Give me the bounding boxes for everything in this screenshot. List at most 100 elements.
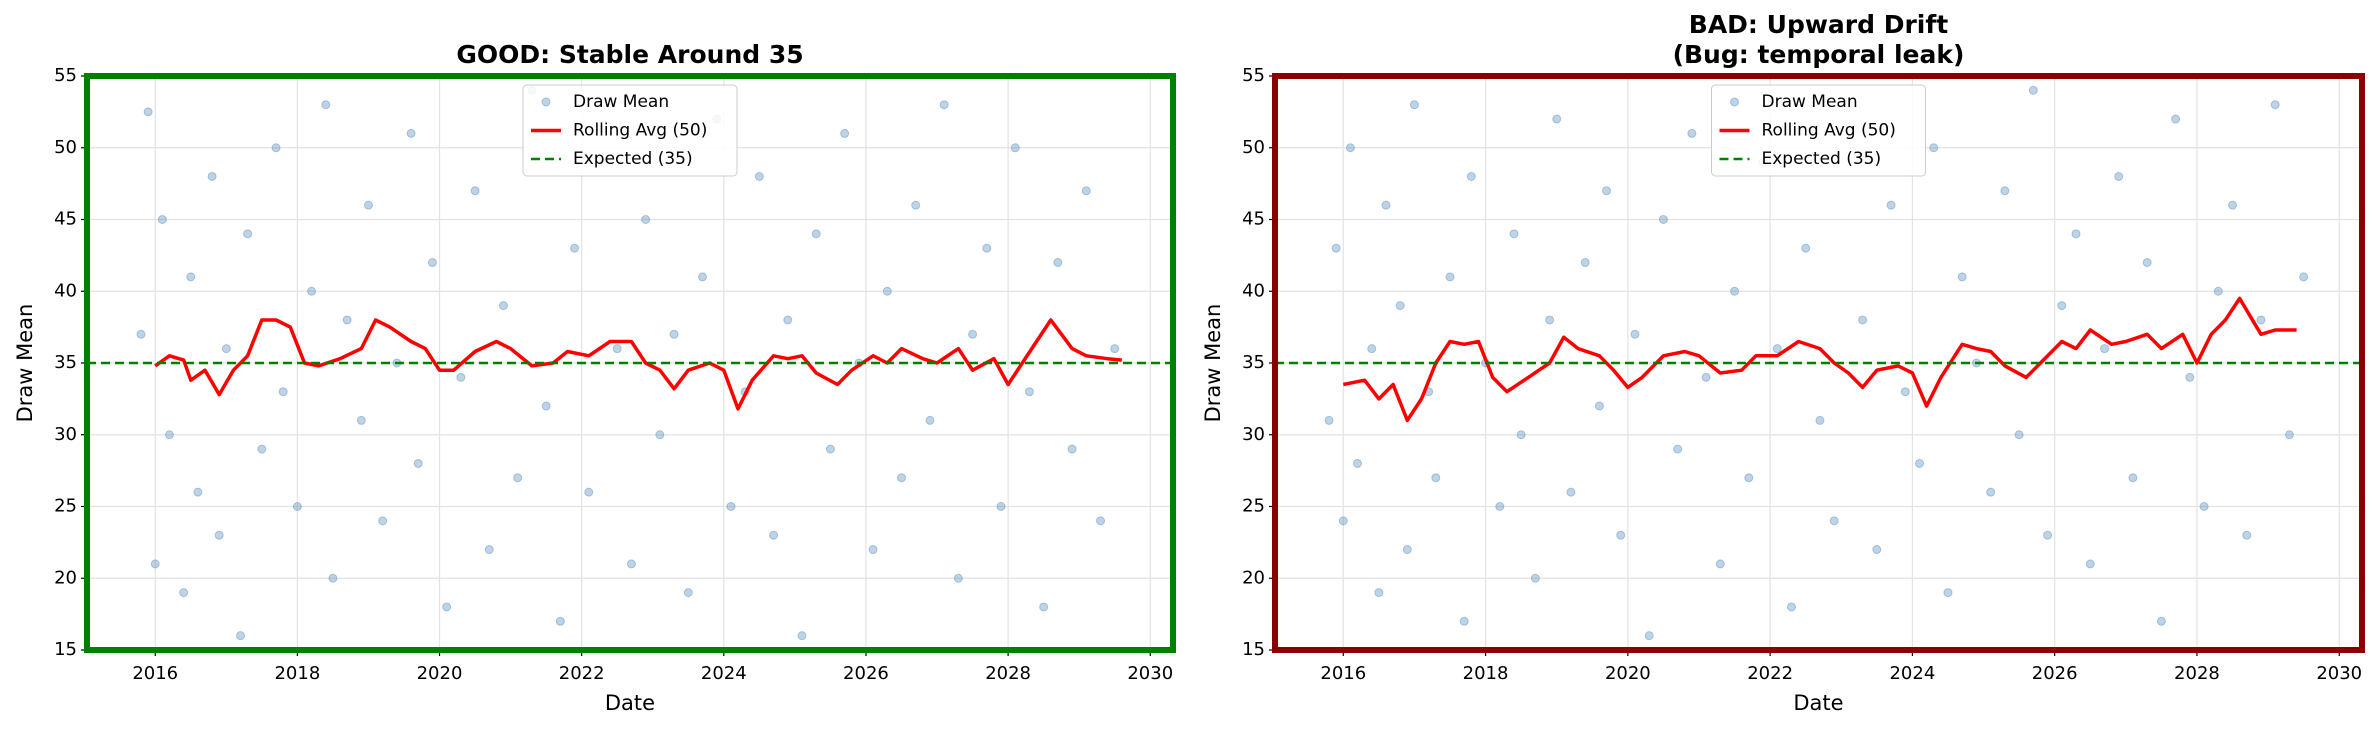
scatter-point xyxy=(1552,114,1562,124)
scatter-point xyxy=(911,200,921,210)
scatter-point xyxy=(1915,458,1925,468)
scatter-point xyxy=(1010,143,1020,153)
y-tick-label: 30 xyxy=(54,424,77,445)
scatter-point xyxy=(1744,473,1754,483)
scatter-point xyxy=(243,229,253,239)
scatter-point xyxy=(1039,602,1049,612)
legend-label: Draw Mean xyxy=(573,92,669,112)
y-tick-label: 20 xyxy=(1242,567,1265,588)
scatter-point xyxy=(456,372,466,382)
scatter-point xyxy=(541,401,551,411)
y-tick-label: 40 xyxy=(54,280,77,301)
scatter-point xyxy=(513,473,523,483)
chart-title: GOOD: Stable Around 35 xyxy=(456,40,803,69)
scatter-point xyxy=(1110,344,1120,354)
legend-marker xyxy=(1730,97,1739,107)
scatter-point xyxy=(726,502,736,511)
scatter-point xyxy=(1081,186,1091,196)
scatter-point xyxy=(641,215,651,224)
scatter-point xyxy=(1509,229,1519,239)
scatter-point xyxy=(754,171,764,181)
x-axis-label: Date xyxy=(1793,691,1843,715)
scatter-point xyxy=(939,100,949,110)
y-tick-label: 20 xyxy=(54,567,77,588)
scatter-point xyxy=(2099,344,2109,354)
scatter-point xyxy=(1630,329,1640,339)
scatter-point xyxy=(1886,200,1896,210)
scatter-point xyxy=(2256,315,2266,325)
scatter-point xyxy=(2156,616,2166,626)
scatter-point xyxy=(484,545,494,555)
legend-marker xyxy=(541,97,551,107)
rolling-line xyxy=(154,318,1122,411)
x-tick-label: 2030 xyxy=(1127,663,1173,684)
y-tick-label: 40 xyxy=(1242,280,1265,301)
scatter-point xyxy=(1053,258,1063,268)
scatter-point xyxy=(584,487,594,497)
scatter-point xyxy=(655,430,665,440)
scatter-point xyxy=(378,516,388,526)
scatter-point xyxy=(1943,588,1953,598)
scatter-point xyxy=(1353,458,1363,468)
scatter-point xyxy=(470,186,480,196)
scatter-point xyxy=(897,473,906,483)
y-tick-label: 35 xyxy=(1242,352,1265,373)
scatter-point xyxy=(2284,430,2294,440)
x-tick-label: 2028 xyxy=(2174,663,2220,684)
scatter-point xyxy=(136,329,146,339)
scatter-point xyxy=(2171,114,2181,124)
scatter-point xyxy=(1616,530,1626,540)
scatter-point xyxy=(1602,186,1612,196)
scatter-point xyxy=(2270,100,2280,110)
scatter-point xyxy=(1409,100,1419,110)
chart-title: (Bug: temporal leak) xyxy=(1673,40,1965,69)
legend-label: Expected (35) xyxy=(1762,149,1882,169)
scatter-point xyxy=(278,387,288,397)
scatter-point xyxy=(1566,487,1576,497)
scatter-point xyxy=(1687,128,1697,138)
y-tick-label: 50 xyxy=(1242,137,1265,158)
x-tick-label: 2028 xyxy=(985,663,1031,684)
legend-box xyxy=(522,84,738,177)
scatter-point xyxy=(2199,502,2209,511)
scatter-point xyxy=(1431,473,1441,483)
scatter-point xyxy=(1872,545,1882,555)
scatter-point xyxy=(1338,516,1348,526)
scatter-point xyxy=(1445,272,1455,282)
scatter-point xyxy=(257,444,267,454)
scatter-point xyxy=(811,229,821,239)
y-axis-label: Draw Mean xyxy=(13,304,37,423)
y-tick-label: 15 xyxy=(1242,639,1265,660)
x-tick-label: 2018 xyxy=(1463,663,1509,684)
scatter-point xyxy=(214,530,224,540)
scatter-point xyxy=(2228,200,2238,210)
scatter-point xyxy=(1067,444,1077,454)
chart: BAD: Upward Drift(Bug: temporal leak) 15 2… xyxy=(1201,10,2365,715)
chart: GOOD: Stable Around 35 15 20 25 30 35 40 45 50 55… xyxy=(13,40,1176,715)
scatter-point xyxy=(164,430,174,440)
y-tick-label: 15 xyxy=(54,639,77,660)
scatter-point xyxy=(2028,85,2038,95)
scatter-point xyxy=(2128,473,2138,483)
scatter-point xyxy=(2299,272,2309,282)
scatter-point xyxy=(356,415,366,425)
x-axis-label: Date xyxy=(605,691,655,715)
scatter-point xyxy=(2014,430,2024,440)
scatter-point xyxy=(797,631,807,641)
scatter-point xyxy=(925,415,935,425)
scatter-point xyxy=(1815,415,1825,425)
x-tick-label: 2022 xyxy=(559,663,605,684)
scatter-point xyxy=(1594,401,1604,411)
scatter-point xyxy=(868,545,878,555)
scatter-point xyxy=(697,272,707,282)
y-tick-label: 50 xyxy=(54,137,77,158)
scatter-point xyxy=(1331,243,1341,253)
x-tick-label: 2026 xyxy=(2032,663,2078,684)
scatter-point xyxy=(413,458,423,468)
scatter-point xyxy=(1466,171,1476,181)
scatter-point xyxy=(1829,516,1839,526)
scatter-point xyxy=(427,258,437,268)
scatter-point xyxy=(1986,487,1996,497)
scatter-point xyxy=(982,243,992,253)
scatter-point xyxy=(626,559,636,569)
